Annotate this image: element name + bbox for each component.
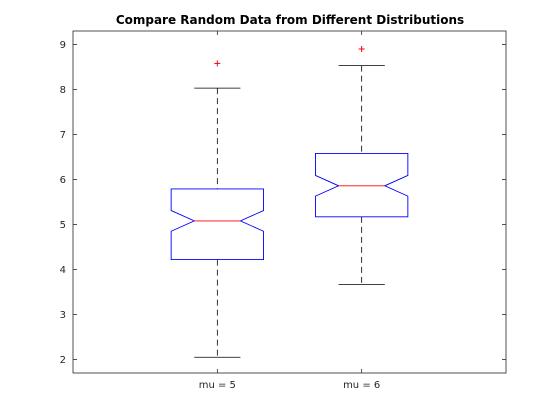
y-tick-label: 6 bbox=[60, 175, 66, 186]
y-tick-label: 5 bbox=[60, 220, 66, 231]
x-tick-label: mu = 6 bbox=[343, 380, 380, 391]
x-tick-label: mu = 5 bbox=[199, 380, 236, 391]
outlier-marker bbox=[214, 60, 221, 67]
box-2 bbox=[315, 46, 409, 285]
outlier-marker bbox=[358, 46, 365, 52]
y-tick-label: 9 bbox=[60, 40, 66, 51]
y-tick-label: 8 bbox=[60, 85, 66, 96]
box-1 bbox=[170, 60, 264, 358]
y-tick-label: 4 bbox=[60, 265, 66, 276]
y-axis: 2 3 4 5 6 7 8 9 bbox=[60, 40, 506, 366]
notched-box bbox=[315, 152, 409, 218]
y-tick-label: 7 bbox=[60, 130, 66, 141]
x-axis: mu = 5 mu = 6 bbox=[199, 31, 380, 391]
boxes-layer bbox=[170, 46, 409, 358]
notched-box bbox=[170, 188, 264, 261]
chart-title: Compare Random Data from Different Distr… bbox=[116, 13, 464, 27]
y-tick-label: 2 bbox=[60, 355, 66, 366]
y-tick-label: 3 bbox=[60, 310, 66, 321]
plot-area bbox=[72, 30, 507, 374]
